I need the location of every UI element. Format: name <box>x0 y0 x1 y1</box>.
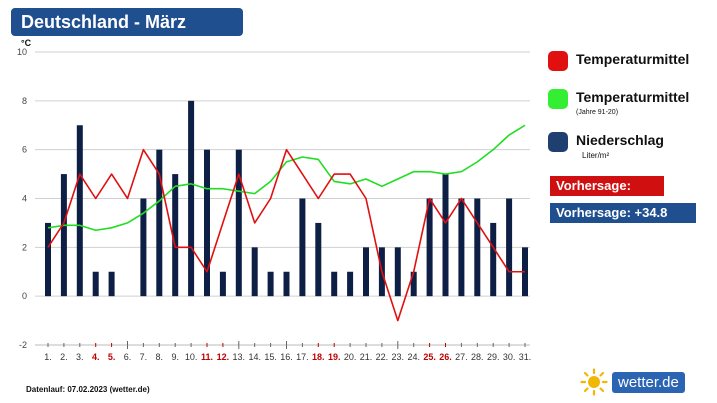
precip-bar <box>60 174 67 297</box>
x-tick-label: 10. <box>185 352 198 362</box>
x-tick-label: 1. <box>44 352 52 362</box>
y-unit-label: °C <box>21 38 32 48</box>
x-tick-label: 26. <box>439 352 452 362</box>
precip-bar <box>347 271 354 297</box>
precip-bar <box>156 149 163 297</box>
y-tick-label: 8 <box>22 96 27 106</box>
precip-bar <box>442 174 449 297</box>
y-tick-label: 0 <box>22 291 27 301</box>
x-tick-label: 25. <box>423 352 436 362</box>
precip-bar <box>108 271 115 297</box>
forecast-temp: Vorhersage: -1.6° <box>550 176 664 213</box>
x-tick-label: 19. <box>328 352 341 362</box>
precip-bar <box>219 271 226 297</box>
x-tick-label: 21. <box>360 352 373 362</box>
legend-swatch-temp-normal <box>548 89 568 109</box>
legend-unit-precip: Liter/m² <box>582 151 610 160</box>
x-tick-label: 6. <box>124 352 132 362</box>
legend-swatch-temp-mean <box>548 51 568 71</box>
wetter-logo: wetter.de <box>580 368 685 396</box>
y-tick-label: -2 <box>19 340 27 350</box>
x-tick-label: 28. <box>471 352 484 362</box>
x-tick-label: 2. <box>60 352 68 362</box>
legend-sub-temp-normal: (Jahre 91-20) <box>576 109 619 116</box>
x-tick-label: 22. <box>376 352 389 362</box>
y-tick-label: 10 <box>17 47 27 57</box>
temp-mean-line <box>47 148 525 322</box>
x-tick-label: 5. <box>108 352 116 362</box>
x-tick-label: 18. <box>312 352 325 362</box>
x-tick-label: 14. <box>248 352 261 362</box>
precip-bar <box>204 149 210 297</box>
x-tick-label: 24. <box>407 352 420 362</box>
precip-bar <box>474 198 481 297</box>
x-tick-label: 29. <box>487 352 500 362</box>
forecast-precip: Vorhersage: +34.8 mm <box>550 203 696 240</box>
y-tick-label: 4 <box>22 194 27 204</box>
legend-temp-mean: Temperaturmittel <box>548 50 689 71</box>
precip-bar <box>267 271 274 297</box>
legend-label-temp-normal: Temperaturmittel <box>576 89 690 105</box>
precip-bar <box>172 174 179 297</box>
legend-swatch-precip <box>548 132 568 152</box>
legend-temp-normal: Temperaturmittel (Jahre 91-20) <box>548 88 689 116</box>
logo-text: wetter.de <box>612 371 685 393</box>
precip-bar <box>410 271 417 297</box>
y-tick-label: 6 <box>22 145 27 155</box>
chart-title: Deutschland - März <box>11 8 243 36</box>
precip-bar <box>283 271 290 297</box>
precip-bar <box>394 247 401 297</box>
precip-bar <box>490 222 497 297</box>
precip-bar <box>251 247 258 297</box>
precip-bar <box>45 222 51 297</box>
precip-bar <box>92 271 99 297</box>
precip-bar <box>235 149 242 297</box>
precip-bar <box>426 198 433 297</box>
legend-precip: Niederschlag Liter/m² <box>548 131 664 160</box>
temp-normal-line <box>47 124 526 232</box>
x-tick-label: 15. <box>264 352 277 362</box>
precip-bar <box>506 198 513 297</box>
legend-label-precip: Niederschlag <box>576 132 664 148</box>
x-tick-label: 16. <box>280 352 293 362</box>
sun-icon <box>580 368 608 396</box>
x-tick-label: 30. <box>503 352 516 362</box>
precip-bar <box>188 100 195 297</box>
precip-bar <box>315 222 322 297</box>
x-tick-label: 11. <box>201 352 213 362</box>
precip-bar <box>331 271 338 297</box>
data-run-note: Datenlauf: 07.02.2023 (wetter.de) <box>26 385 150 394</box>
x-tick-label: 12. <box>217 352 230 362</box>
x-tick-label: 13. <box>233 352 246 362</box>
legend-label-temp-mean: Temperaturmittel <box>576 51 690 67</box>
precip-bar <box>140 198 147 297</box>
x-tick-label: 8. <box>156 352 164 362</box>
x-tick-label: 27. <box>455 352 468 362</box>
x-tick-label: 31. <box>519 352 532 362</box>
x-tick-label: 4. <box>92 352 100 362</box>
precip-bar <box>363 247 369 297</box>
precip-bar <box>299 198 306 297</box>
x-tick-label: 20. <box>344 352 357 362</box>
y-tick-label: 2 <box>22 242 27 252</box>
x-tick-label: 3. <box>76 352 84 362</box>
x-tick-label: 17. <box>296 352 309 362</box>
x-tick-label: 23. <box>392 352 405 362</box>
x-tick-label: 7. <box>140 352 148 362</box>
precip-bar <box>458 198 465 297</box>
precip-bar <box>76 125 83 297</box>
x-tick-label: 9. <box>171 352 179 362</box>
